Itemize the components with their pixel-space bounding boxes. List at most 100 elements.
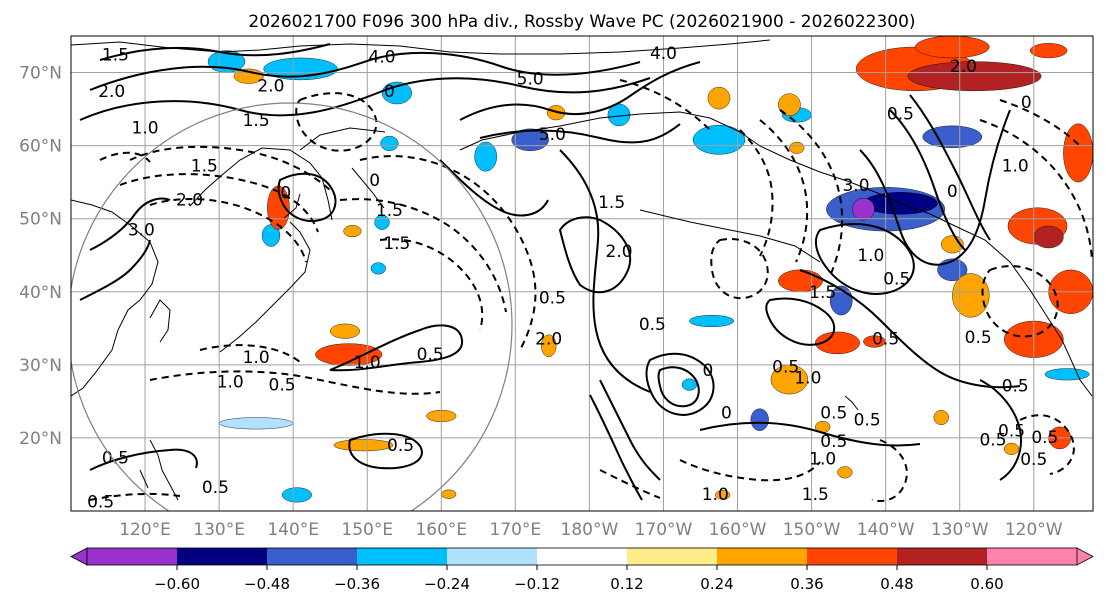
- longitude-tick-label: 130°W: [931, 520, 989, 540]
- region-circle: [71, 102, 513, 511]
- contour-positive: [459, 61, 701, 121]
- shading-blob: [333, 439, 394, 452]
- contour-label: 0.5: [269, 376, 296, 396]
- shading-blob: [380, 135, 399, 151]
- contour-label: 1.5: [809, 283, 836, 303]
- shading-blob: [281, 487, 312, 503]
- colorbar-bin: [537, 548, 628, 565]
- coastline-siberia-arctic: [71, 39, 771, 55]
- colorbar-bin: [627, 548, 718, 565]
- contour-positive: [559, 149, 651, 393]
- shading-blob: [681, 378, 698, 391]
- map-frame: [70, 35, 1094, 512]
- colorbar-bin: [717, 548, 808, 565]
- contour-label: 0.5: [887, 104, 914, 124]
- contour-label: 2.0: [98, 82, 125, 102]
- contour-positive: [479, 123, 681, 144]
- contour-label: 0.5: [87, 493, 114, 513]
- contour-label: 1.5: [243, 111, 270, 131]
- contour-label: 0: [1021, 93, 1032, 113]
- contour-positive: [859, 109, 1011, 266]
- colorbar-bin: [267, 548, 358, 565]
- coastline-sea-of-okhotsk: [189, 127, 386, 221]
- contour-negative: [295, 92, 378, 152]
- shading-blob: [815, 331, 860, 355]
- colorbar-frame: [86, 547, 1078, 566]
- colorbar-over-triangle: [1076, 547, 1094, 566]
- contour-positive: [909, 94, 991, 241]
- contour-positive: [89, 197, 171, 251]
- contour-label: 1.0: [217, 373, 244, 393]
- contour-label: 0.5: [854, 411, 881, 431]
- colorbar-tick-label: 0.36: [790, 575, 823, 593]
- chart-title: 2026021700 F096 300 hPa div., Rossby Wav…: [248, 12, 915, 32]
- contour-label: 1.0: [243, 348, 270, 368]
- shading-blob: [1003, 442, 1020, 455]
- contour-label: 1.5: [802, 485, 829, 505]
- colorbar-bin: [177, 548, 268, 565]
- contour-positive: [329, 324, 464, 372]
- contour-positive: [439, 159, 549, 217]
- shading-blob: [689, 315, 734, 328]
- contour-negative: [99, 151, 151, 163]
- contour-label: 0.5: [1031, 428, 1058, 448]
- shading-blob: [750, 408, 769, 431]
- coastline-aleutians: [639, 209, 821, 263]
- longitude-tick-label: 180°W: [561, 520, 619, 540]
- contour-negative: [979, 119, 1093, 261]
- contour-label: 1.0: [809, 449, 836, 469]
- contour-negative: [359, 155, 537, 351]
- contour-label: 1.0: [354, 353, 381, 373]
- colorbar-under-triangle: [70, 547, 88, 566]
- longitude-tick-label: 140°W: [857, 520, 915, 540]
- contour-positive: [889, 109, 966, 251]
- longitude-tick-label: 150°E: [341, 520, 393, 540]
- contour-label: 3.0: [128, 221, 155, 241]
- contour-positive: [599, 379, 661, 481]
- contour-label: 1.0: [794, 368, 821, 388]
- latitude-tick-labels: 70°N 60°N 50°N 40°N 30°N 20°N: [19, 64, 62, 449]
- contour-label: 0.5: [417, 345, 444, 365]
- contour-label: 0: [721, 403, 732, 423]
- contour-negative: [619, 79, 711, 131]
- divergence-shading-layer: [207, 36, 1093, 503]
- contour-label: 5.0: [539, 125, 566, 145]
- shading-blob: [1033, 225, 1064, 249]
- coastline-korea-japan: [149, 193, 311, 353]
- shading-blob: [1044, 368, 1090, 381]
- contour-label: 0.5: [872, 330, 899, 350]
- map-background: [71, 36, 1093, 511]
- longitude-tick-label: 150°W: [783, 520, 841, 540]
- colorbar-tick-label: −0.24: [424, 575, 470, 593]
- contour-positive: [99, 43, 331, 61]
- contour-negative: [119, 173, 319, 233]
- contour-label: 1.0: [132, 118, 159, 138]
- contour-positive: [558, 216, 631, 294]
- contour-negative: [149, 198, 307, 263]
- contour-positive: [589, 394, 643, 501]
- longitude-tick-label: 170°E: [489, 520, 541, 540]
- contour-label: 2.0: [176, 191, 203, 211]
- contour-label: 1.5: [102, 45, 129, 65]
- longitude-tick-label: 120°W: [1005, 520, 1063, 540]
- latitude-tick-label: 70°N: [19, 64, 62, 84]
- contour-label: 1.5: [376, 201, 403, 221]
- colorbar-bin: [987, 548, 1078, 565]
- contour-label: 1.0: [702, 485, 729, 505]
- gridlines: [71, 36, 1093, 511]
- longitude-tick-label: 160°W: [709, 520, 767, 540]
- shading-blob: [907, 61, 1042, 91]
- contour-positive: [979, 379, 1022, 481]
- contour-negative: [199, 344, 301, 363]
- contour-positive: [89, 51, 641, 91]
- longitude-tick-labels: 120°E 130°E 140°E 150°E 160°E 170°E 180°W 170°W…: [119, 520, 1063, 540]
- shading-blob: [441, 489, 457, 499]
- contour-label: 2.0: [606, 242, 633, 262]
- latitude-tick-label: 30°N: [19, 356, 62, 376]
- contour-label: 0: [280, 183, 291, 203]
- shading-blob: [707, 86, 731, 110]
- shading-blob: [778, 93, 801, 116]
- shading-blob: [1029, 43, 1068, 59]
